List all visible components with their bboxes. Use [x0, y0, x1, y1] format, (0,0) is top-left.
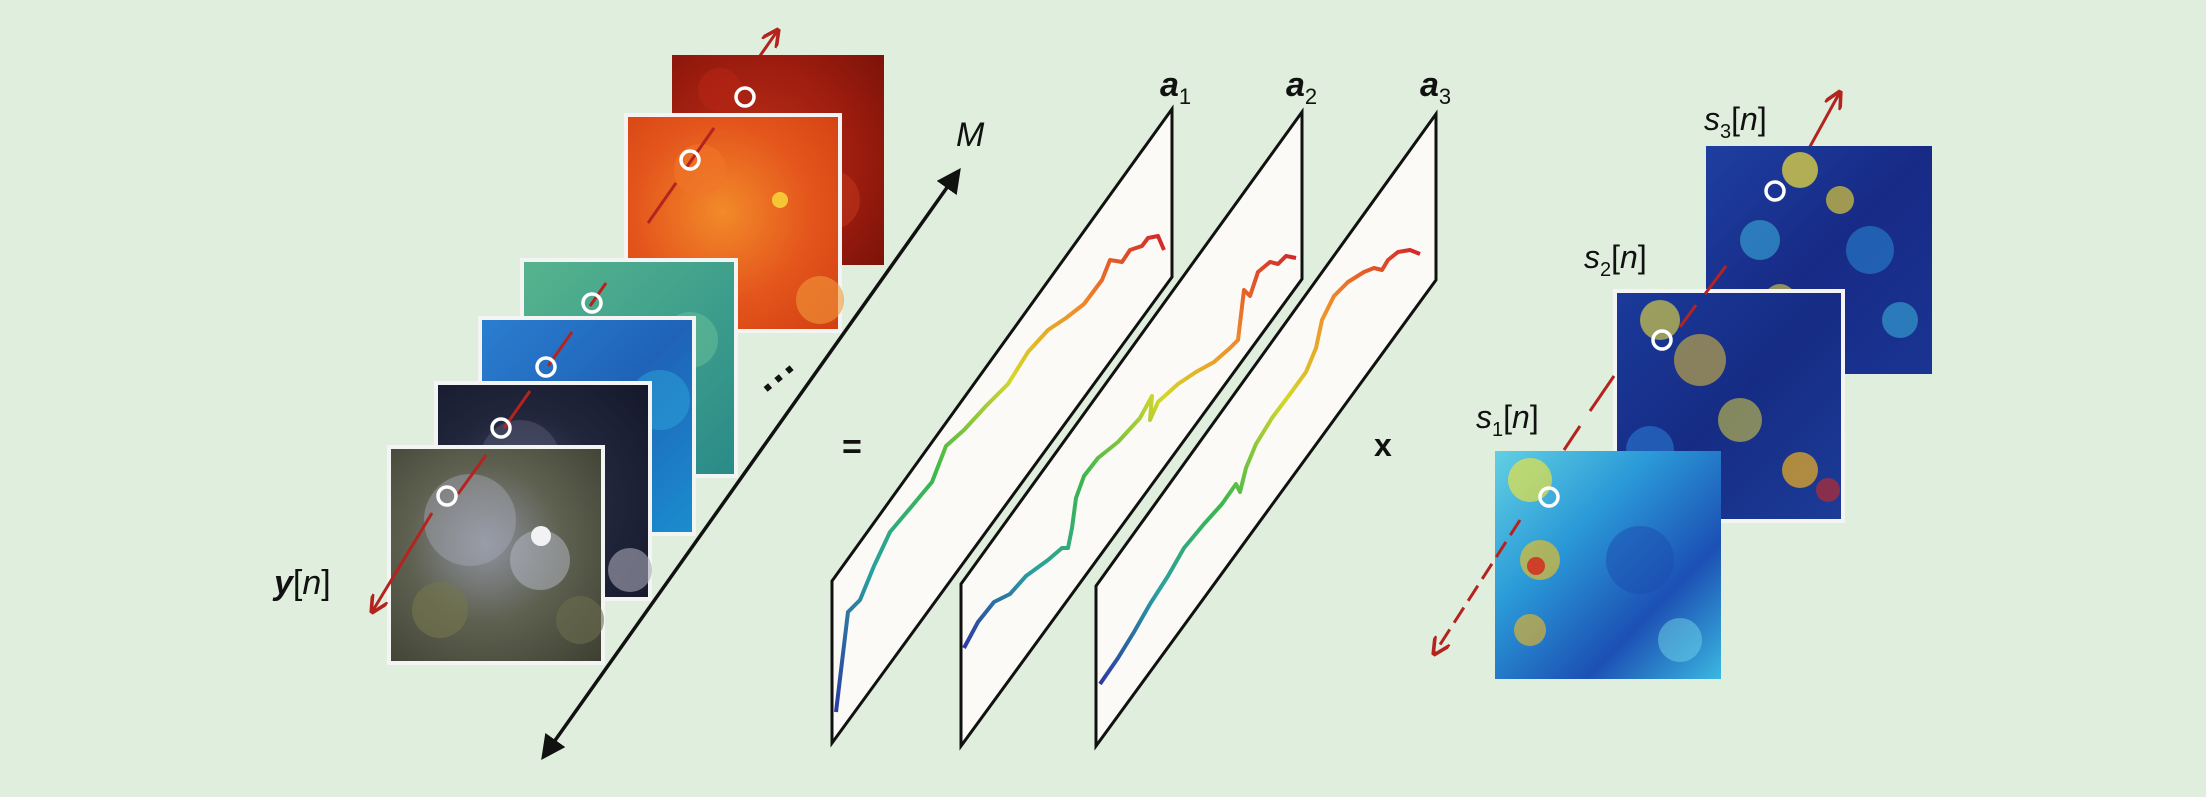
endmember-panel-3 — [1094, 109, 1438, 751]
abundance-label-3: s3[n] — [1704, 101, 1767, 143]
band-ellipsis: ··· — [748, 346, 810, 409]
abundance-maps: s3[n] s2[n] s1[n] — [1434, 92, 1932, 679]
band-axis-arrow — [541, 168, 961, 760]
endmember-panel-2 — [959, 107, 1304, 751]
abundance-label-2: s2[n] — [1584, 239, 1647, 281]
endmember-spectrum-3 — [1098, 248, 1421, 686]
abundance-map-1 — [1495, 451, 1721, 679]
endmember-label-2: a2 — [1286, 66, 1317, 109]
endmember-panels: a1 a2 a3 — [830, 66, 1451, 751]
abundance-label-1: s1[n] — [1476, 399, 1539, 441]
endmember-spectrum-1 — [834, 234, 1166, 713]
endmember-panel-1 — [830, 104, 1174, 748]
equals-sign: = — [842, 428, 862, 466]
endmember-label-1: a1 — [1160, 66, 1191, 109]
endmember-spectrum-2 — [962, 254, 1297, 649]
endmember-label-3: a3 — [1420, 66, 1451, 109]
times-sign: x — [1374, 427, 1392, 463]
pixel-markers-abundance — [1538, 180, 1786, 508]
pixel-vector-label: y[n] — [272, 564, 331, 602]
band-image-composite — [387, 445, 605, 665]
band-axis-label: M — [956, 116, 985, 154]
hyperspectral-cube: ··· M y[n] — [272, 30, 985, 760]
